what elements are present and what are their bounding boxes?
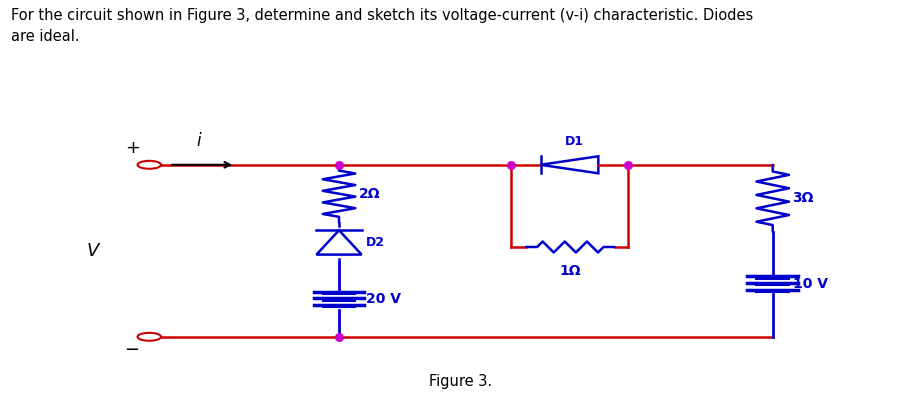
Text: 3Ω: 3Ω xyxy=(793,191,814,205)
Text: 2Ω: 2Ω xyxy=(359,187,381,201)
Text: D2: D2 xyxy=(366,236,385,249)
Text: For the circuit shown in Figure 3, determine and sketch its voltage-current (v-i: For the circuit shown in Figure 3, deter… xyxy=(11,8,753,44)
Text: −: − xyxy=(124,342,139,359)
Text: 1Ω: 1Ω xyxy=(560,264,581,278)
Text: i: i xyxy=(196,132,201,150)
Text: 10 V: 10 V xyxy=(793,277,828,291)
Text: Figure 3.: Figure 3. xyxy=(430,374,492,389)
Text: V: V xyxy=(87,242,100,260)
Text: 20 V: 20 V xyxy=(366,292,401,306)
Text: D1: D1 xyxy=(564,135,584,148)
Text: +: + xyxy=(125,139,140,157)
